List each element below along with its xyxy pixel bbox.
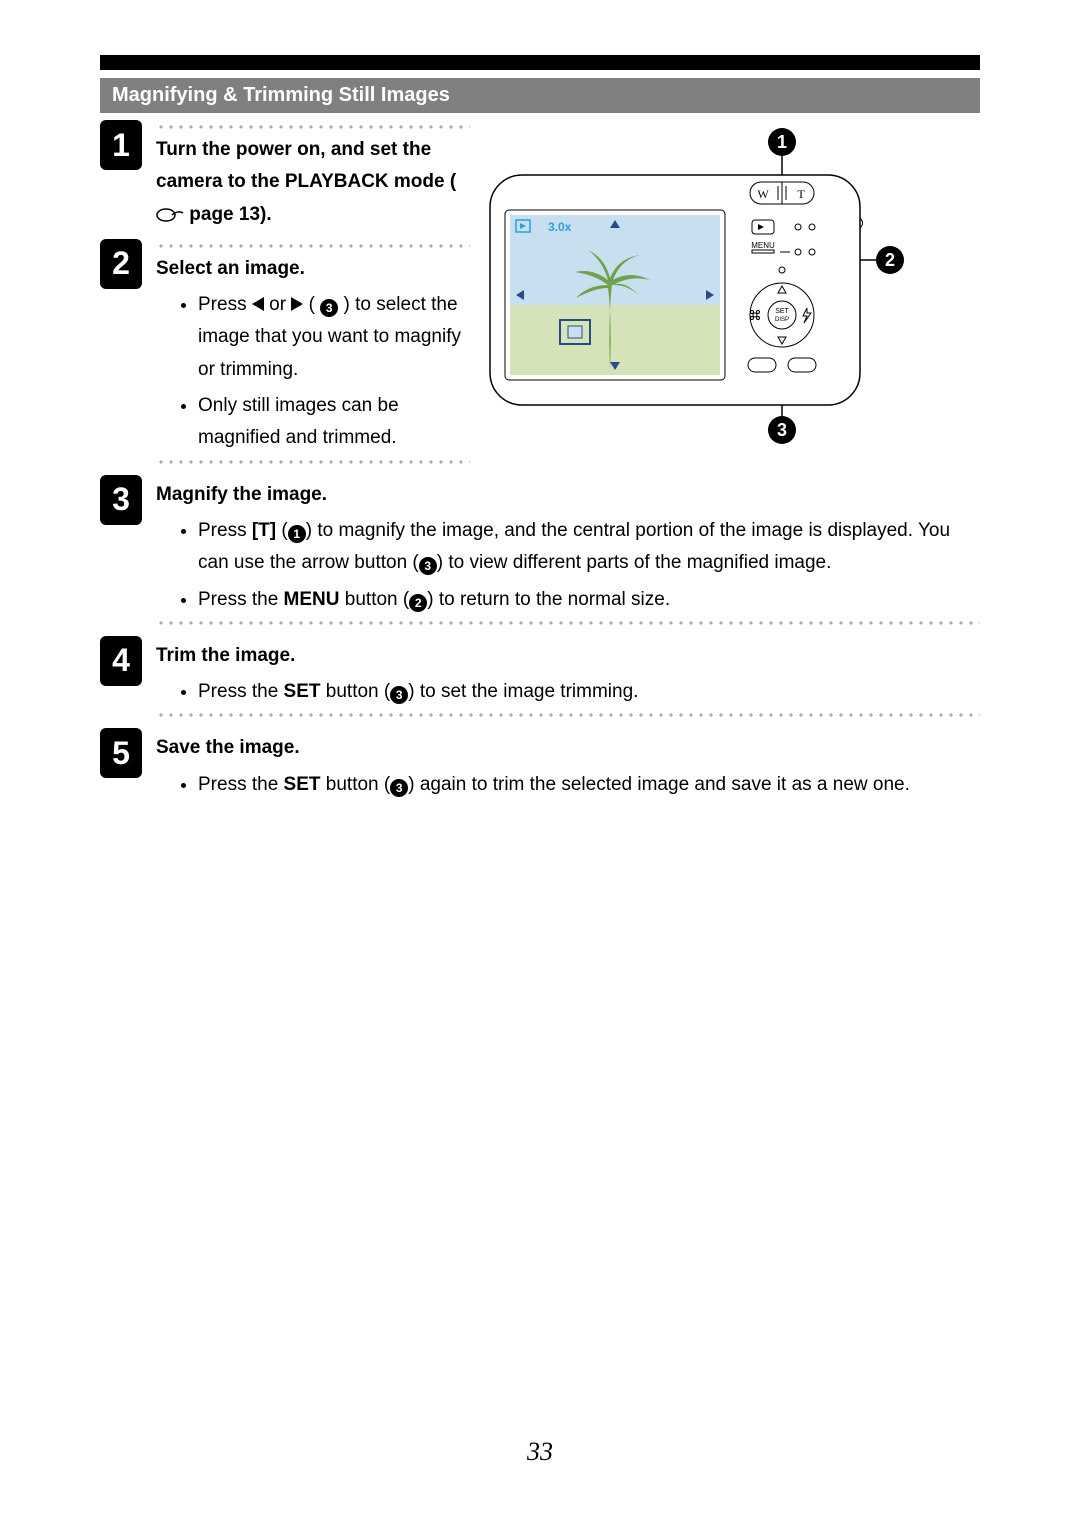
- page-ref-icon: [156, 207, 184, 223]
- ref-3-icon: 3: [320, 299, 338, 317]
- step-4-bullet-1: Press the SET button (3) to set the imag…: [198, 676, 980, 708]
- step-3: 3 Magnify the image. Press [T] (1) to ma…: [100, 475, 980, 630]
- text: Press the: [198, 681, 284, 702]
- page-number: 33: [0, 1437, 1080, 1467]
- ref-2-icon: 2: [409, 594, 427, 612]
- svg-text:DISP: DISP: [775, 317, 789, 323]
- step-5-bullet-1: Press the SET button (3) again to trim t…: [198, 769, 980, 801]
- step-2-title: Select an image.: [156, 253, 470, 285]
- svg-text:W: W: [757, 187, 769, 201]
- svg-text:3: 3: [777, 420, 787, 440]
- ref-1-icon: 1: [288, 525, 306, 543]
- step-5: 5 Save the image. Press the SET button (…: [100, 728, 980, 805]
- text: button (: [321, 774, 391, 795]
- section-header: Magnifying & Trimming Still Images: [100, 78, 980, 113]
- text: (: [276, 520, 288, 541]
- text: Press: [198, 520, 252, 541]
- step-3-title: Magnify the image.: [156, 479, 980, 511]
- text: (: [309, 294, 315, 315]
- svg-text:MENU: MENU: [751, 241, 775, 250]
- step-number-5: 5: [100, 728, 142, 778]
- content: 1 Turn the power on, and set the camera …: [100, 120, 980, 811]
- step-5-title: Save the image.: [156, 732, 980, 764]
- divider-dots: [156, 620, 980, 626]
- svg-text:SET: SET: [775, 308, 789, 315]
- step-number-4: 4: [100, 636, 142, 686]
- text-bold: [T]: [252, 520, 276, 541]
- step-3-bullet-2: Press the MENU button (2) to return to t…: [198, 584, 980, 616]
- step-number-2: 2: [100, 239, 142, 289]
- text: ) to set the image trimming.: [408, 681, 638, 702]
- step-number-1: 1: [100, 120, 142, 170]
- camera-diagram: 1 2 3 W T: [470, 120, 980, 455]
- svg-text:2: 2: [885, 250, 895, 270]
- svg-text:1: 1: [777, 132, 787, 152]
- divider-dots: [156, 124, 470, 130]
- step-1-text-a: Turn the power on, and set the camera to…: [156, 139, 456, 192]
- text-bold: SET: [284, 774, 321, 795]
- divider-dots: [156, 459, 470, 465]
- step-3-bullet-1: Press [T] (1) to magnify the image, and …: [198, 515, 980, 580]
- step-1-title: Turn the power on, and set the camera to…: [156, 134, 470, 231]
- svg-text:T: T: [797, 187, 805, 201]
- text: ) again to trim the selected image and s…: [408, 774, 910, 795]
- text: button (: [321, 681, 391, 702]
- left-arrow-icon: [252, 297, 264, 311]
- text-bold: MENU: [284, 589, 340, 610]
- svg-text:3.0x: 3.0x: [548, 220, 572, 234]
- text-bold: SET: [284, 681, 321, 702]
- text: ) to return to the normal size.: [427, 589, 670, 610]
- step-4-title: Trim the image.: [156, 640, 980, 672]
- step-2-bullet-2: Only still images can be magnified and t…: [198, 390, 470, 455]
- divider-dots: [156, 712, 980, 718]
- ref-3-icon: 3: [390, 779, 408, 797]
- step-2-bullet-1: Press or ( 3 ) to select the image that …: [198, 289, 470, 386]
- text: Press the: [198, 589, 284, 610]
- text: button (: [340, 589, 410, 610]
- step-1: 1 Turn the power on, and set the camera …: [100, 120, 470, 233]
- text: or: [269, 294, 291, 315]
- text: Press the: [198, 774, 284, 795]
- divider-dots: [156, 243, 470, 249]
- text: Press: [198, 294, 252, 315]
- step-4: 4 Trim the image. Press the SET button (…: [100, 636, 980, 723]
- text: ) to view different parts of the magnifi…: [437, 552, 832, 573]
- ref-3-icon: 3: [419, 557, 437, 575]
- step-1-text-b: page 13).: [189, 204, 271, 225]
- step-number-3: 3: [100, 475, 142, 525]
- ref-3-icon: 3: [390, 686, 408, 704]
- step-2: 2 Select an image. Press or ( 3: [100, 239, 470, 469]
- top-black-bar: [100, 55, 980, 70]
- right-arrow-icon: [291, 297, 303, 311]
